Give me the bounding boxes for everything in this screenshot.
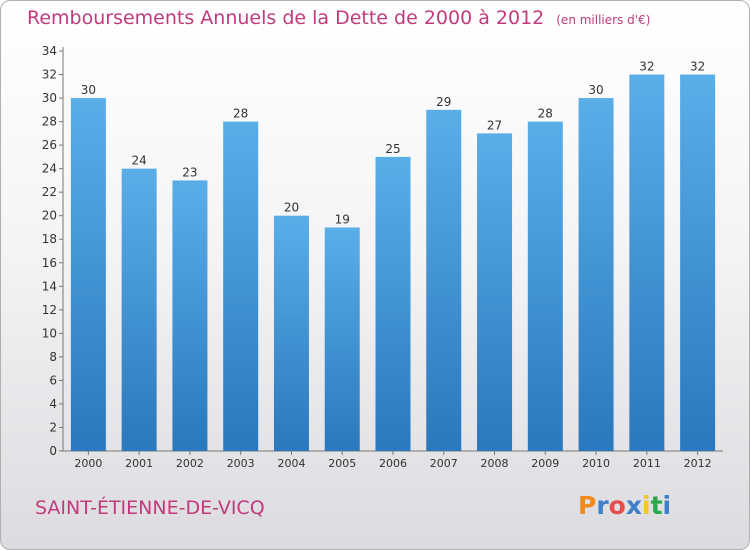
y-tick-label: 10 xyxy=(42,326,57,340)
x-tick-label: 2012 xyxy=(684,457,712,470)
bar-value-label: 32 xyxy=(639,60,654,74)
bar xyxy=(172,180,208,452)
chart-unit: (en milliers d'€) xyxy=(556,13,651,27)
y-tick-label: 22 xyxy=(42,185,57,199)
x-tick-label: 2001 xyxy=(125,457,153,470)
chart-title: Remboursements Annuels de la Dette de 20… xyxy=(27,7,650,29)
bar-value-label: 28 xyxy=(233,107,248,121)
bar-value-label: 20 xyxy=(284,201,299,215)
bar-value-label: 19 xyxy=(335,212,350,226)
bar xyxy=(527,121,563,452)
y-tick-label: 18 xyxy=(42,232,57,246)
y-tick-label: 28 xyxy=(42,115,57,129)
x-tick-label: 2007 xyxy=(430,457,458,470)
bar xyxy=(477,133,513,451)
x-tick-label: 2005 xyxy=(328,457,356,470)
y-tick-label: 12 xyxy=(42,303,57,317)
bar xyxy=(578,98,614,451)
bar-value-label: 27 xyxy=(487,118,502,132)
bar-value-label: 32 xyxy=(690,60,705,74)
y-tick-label: 4 xyxy=(49,397,57,411)
bar xyxy=(426,109,462,451)
y-tick-label: 8 xyxy=(49,350,57,364)
y-tick-label: 32 xyxy=(42,68,57,82)
logo-letter: P xyxy=(578,491,597,520)
bar xyxy=(629,74,665,451)
bar xyxy=(121,168,157,451)
x-tick-label: 2000 xyxy=(74,457,102,470)
logo-letter: x xyxy=(625,491,642,520)
bar xyxy=(223,121,259,452)
bar xyxy=(70,98,106,451)
bar-value-label: 28 xyxy=(538,107,553,121)
bar xyxy=(324,227,360,451)
x-tick-label: 2004 xyxy=(277,457,305,470)
y-tick-label: 2 xyxy=(49,420,57,434)
x-tick-label: 2011 xyxy=(633,457,661,470)
logo-letter: i xyxy=(662,491,672,520)
x-tick-label: 2010 xyxy=(582,457,610,470)
city-name: SAINT-ÉTIENNE-DE-VICQ xyxy=(35,497,265,519)
bar xyxy=(680,74,716,451)
chart-title-text: Remboursements Annuels de la Dette de 20… xyxy=(27,7,545,29)
x-tick-label: 2002 xyxy=(176,457,204,470)
x-tick-label: 2006 xyxy=(379,457,407,470)
y-tick-label: 16 xyxy=(42,256,57,270)
y-tick-label: 14 xyxy=(42,279,57,293)
bar xyxy=(273,215,309,451)
logo-letter: o xyxy=(608,491,626,520)
y-tick-label: 0 xyxy=(49,444,57,458)
y-tick-label: 20 xyxy=(42,209,57,223)
logo-letter: i xyxy=(642,491,651,520)
y-tick-label: 6 xyxy=(49,373,57,387)
y-tick-label: 24 xyxy=(42,162,57,176)
y-tick-label: 34 xyxy=(42,44,57,58)
logo-letter: t xyxy=(650,491,663,520)
x-tick-label: 2009 xyxy=(531,457,559,470)
bar-value-label: 30 xyxy=(588,83,603,97)
logo-letter: r xyxy=(596,491,609,520)
y-tick-label: 30 xyxy=(42,91,57,105)
bar xyxy=(375,156,411,451)
bar-value-label: 29 xyxy=(436,95,451,109)
y-tick-label: 26 xyxy=(42,138,57,152)
bar-value-label: 24 xyxy=(132,154,147,168)
x-tick-label: 2003 xyxy=(227,457,255,470)
bar-value-label: 23 xyxy=(182,165,197,179)
x-tick-label: 2008 xyxy=(481,457,509,470)
proxiti-logo: Proxiti xyxy=(578,491,671,520)
bar-value-label: 25 xyxy=(385,142,400,156)
bar-value-label: 30 xyxy=(81,83,96,97)
